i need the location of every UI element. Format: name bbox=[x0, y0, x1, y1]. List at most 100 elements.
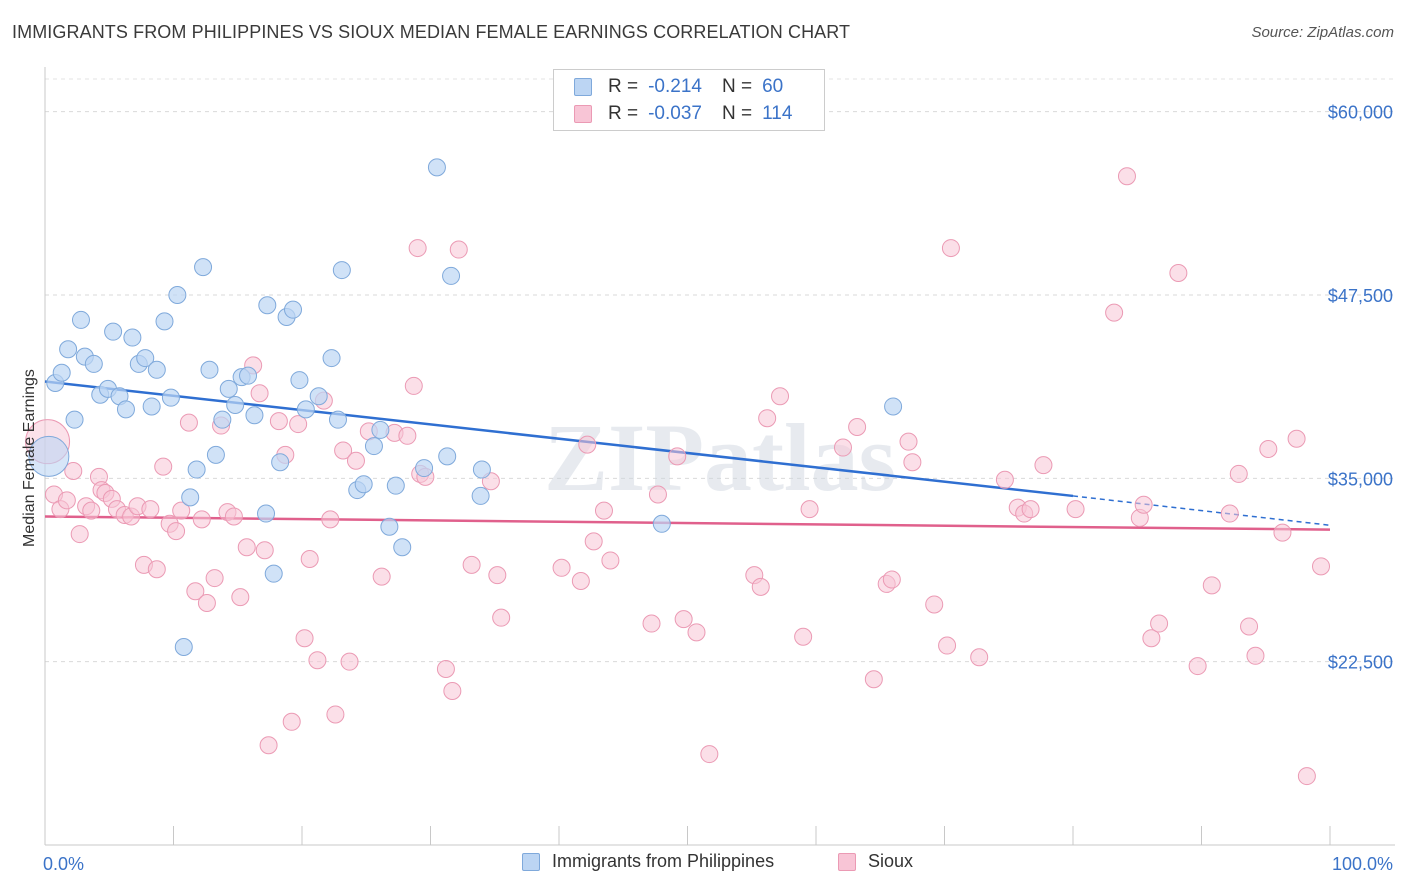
philippines-point bbox=[65, 410, 84, 429]
philippines-point bbox=[71, 310, 90, 329]
sioux-point bbox=[404, 376, 423, 395]
correlation-legend: R = -0.214 N = 60 R = -0.037 N = 114 bbox=[553, 69, 825, 131]
philippines-point bbox=[322, 349, 341, 368]
sioux-point bbox=[282, 712, 301, 731]
philippines-point bbox=[194, 258, 213, 277]
sioux-point bbox=[398, 426, 417, 445]
sioux-point bbox=[492, 608, 511, 627]
philippines-point bbox=[438, 447, 457, 466]
y-axis-label: Median Female Earnings bbox=[21, 369, 38, 547]
sioux-point bbox=[938, 636, 957, 655]
sioux-point bbox=[167, 522, 186, 541]
sioux-point bbox=[1312, 557, 1331, 576]
sioux-point bbox=[700, 745, 719, 764]
philippines-point bbox=[332, 261, 351, 280]
sioux-point bbox=[601, 551, 620, 570]
n-label: N = bbox=[721, 103, 753, 124]
sioux-point bbox=[488, 566, 507, 585]
sioux-point bbox=[295, 629, 314, 648]
sioux-point bbox=[1188, 657, 1207, 676]
legend-row-philippines: R = -0.214 N = 60 bbox=[574, 74, 783, 100]
philippines-point bbox=[364, 437, 383, 456]
sioux-point bbox=[408, 239, 427, 258]
sioux-point bbox=[1150, 614, 1169, 633]
philippines-point bbox=[257, 504, 276, 523]
philippines-point bbox=[213, 410, 232, 429]
sioux-point bbox=[1240, 617, 1259, 636]
legend-label-sioux: Sioux bbox=[868, 851, 914, 871]
sioux-point bbox=[346, 451, 365, 470]
sioux-point bbox=[231, 588, 250, 607]
r-label: R = bbox=[608, 76, 639, 97]
sioux-point bbox=[141, 500, 160, 519]
sioux-point bbox=[70, 525, 89, 544]
sioux-point bbox=[1259, 440, 1278, 458]
n-value-philippines: 60 bbox=[762, 76, 784, 97]
legend-item-sioux: Sioux bbox=[838, 851, 913, 872]
sioux-point bbox=[154, 457, 173, 476]
philippines-point bbox=[116, 400, 135, 419]
sioux-point bbox=[899, 432, 918, 451]
sioux-point bbox=[882, 570, 901, 589]
sioux-point bbox=[197, 594, 216, 612]
sioux-point bbox=[172, 501, 191, 520]
philippines-point bbox=[161, 388, 180, 407]
philippines-point bbox=[328, 410, 347, 429]
y-tick-label: $22,500 bbox=[1328, 653, 1393, 673]
n-label: N = bbox=[721, 76, 753, 97]
sioux-point bbox=[1134, 495, 1153, 514]
philippines-point bbox=[471, 486, 490, 505]
sioux-point bbox=[642, 614, 661, 633]
philippines-point bbox=[219, 379, 238, 398]
sioux-point bbox=[308, 651, 327, 670]
sioux-point bbox=[1229, 464, 1248, 483]
philippines-point bbox=[296, 400, 315, 419]
philippines-points bbox=[28, 158, 903, 656]
sioux-point bbox=[321, 510, 340, 529]
y-tick-label: $60,000 bbox=[1328, 103, 1393, 123]
sioux-point bbox=[340, 652, 359, 671]
sioux-point bbox=[147, 560, 166, 579]
sioux-point bbox=[192, 510, 211, 529]
philippines-trend-extension bbox=[1072, 495, 1331, 527]
chart-title: IMMIGRANTS FROM PHILIPPINES VS SIOUX MED… bbox=[12, 22, 851, 42]
r-label: R = bbox=[608, 103, 639, 124]
sioux-point bbox=[995, 470, 1014, 489]
philippines-point bbox=[884, 397, 903, 416]
sioux-point bbox=[1273, 523, 1292, 542]
legend-item-philippines: Immigrants from Philippines bbox=[522, 851, 774, 872]
legend-row-sioux: R = -0.037 N = 114 bbox=[574, 101, 792, 127]
x-tick-label-max: 100.0% bbox=[1332, 854, 1393, 874]
sioux-point bbox=[1117, 167, 1136, 186]
philippines-point bbox=[245, 406, 264, 425]
sioux-point bbox=[326, 705, 345, 724]
sioux-point bbox=[462, 555, 481, 574]
philippines-point bbox=[200, 360, 219, 379]
philippines-point bbox=[472, 460, 491, 479]
r-value-philippines: -0.214 bbox=[648, 76, 702, 97]
sioux-point bbox=[833, 438, 852, 457]
philippines-point bbox=[380, 517, 399, 536]
sioux-point bbox=[794, 627, 813, 646]
philippines-point bbox=[226, 396, 245, 414]
philippines-point bbox=[59, 340, 78, 359]
legend-label-philippines: Immigrants from Philippines bbox=[552, 851, 775, 871]
sioux-point bbox=[250, 384, 269, 403]
philippines-point bbox=[155, 312, 174, 331]
sioux-point bbox=[941, 239, 960, 258]
sioux-point bbox=[1246, 646, 1265, 665]
sioux-point bbox=[1202, 576, 1221, 595]
philippines-point bbox=[271, 453, 290, 472]
philippines-point bbox=[264, 564, 283, 583]
philippines-point bbox=[393, 538, 412, 557]
sioux-legend-swatch bbox=[838, 852, 856, 871]
sioux-point bbox=[57, 491, 76, 510]
sioux-point bbox=[594, 501, 613, 520]
sioux-point bbox=[970, 648, 989, 667]
philippines-point bbox=[181, 488, 200, 507]
philippines-point bbox=[84, 354, 103, 373]
sioux-point bbox=[674, 610, 693, 629]
philippines-trend-line bbox=[44, 380, 1074, 498]
sioux-point bbox=[848, 418, 867, 436]
